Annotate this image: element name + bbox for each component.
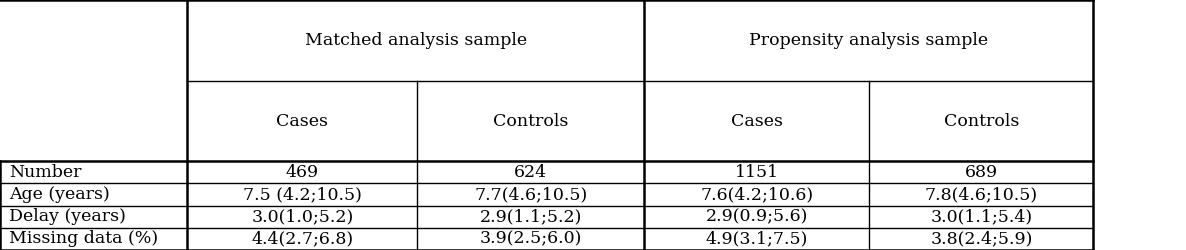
Text: 7.6(4.2;10.6): 7.6(4.2;10.6) [700,186,814,203]
Text: Missing data (%): Missing data (%) [9,230,159,248]
Text: 1151: 1151 [734,164,779,181]
Text: 3.0(1.0;5.2): 3.0(1.0;5.2) [251,208,353,225]
Text: 624: 624 [515,164,547,181]
Text: Cases: Cases [276,113,329,130]
Text: Controls: Controls [493,113,568,130]
Text: Propensity analysis sample: Propensity analysis sample [750,32,988,49]
Text: 7.7(4.6;10.5): 7.7(4.6;10.5) [474,186,587,203]
Text: 3.8(2.4;5.9): 3.8(2.4;5.9) [930,230,1033,248]
Text: 3.0(1.1;5.4): 3.0(1.1;5.4) [930,208,1033,225]
Text: Age (years): Age (years) [9,186,110,203]
Text: Matched analysis sample: Matched analysis sample [305,32,527,49]
Text: 2.9(1.1;5.2): 2.9(1.1;5.2) [479,208,582,225]
Text: 3.9(2.5;6.0): 3.9(2.5;6.0) [479,230,582,248]
Text: 7.5 (4.2;10.5): 7.5 (4.2;10.5) [243,186,362,203]
Text: Number: Number [9,164,82,181]
Text: 2.9(0.9;5.6): 2.9(0.9;5.6) [706,208,808,225]
Text: Delay (years): Delay (years) [9,208,127,225]
Text: 7.8(4.6;10.5): 7.8(4.6;10.5) [925,186,1038,203]
Text: Controls: Controls [944,113,1019,130]
Text: Cases: Cases [731,113,783,130]
Text: 4.9(3.1;7.5): 4.9(3.1;7.5) [706,230,808,248]
Text: 689: 689 [965,164,997,181]
Text: 4.4(2.7;6.8): 4.4(2.7;6.8) [251,230,353,248]
Text: 469: 469 [286,164,319,181]
